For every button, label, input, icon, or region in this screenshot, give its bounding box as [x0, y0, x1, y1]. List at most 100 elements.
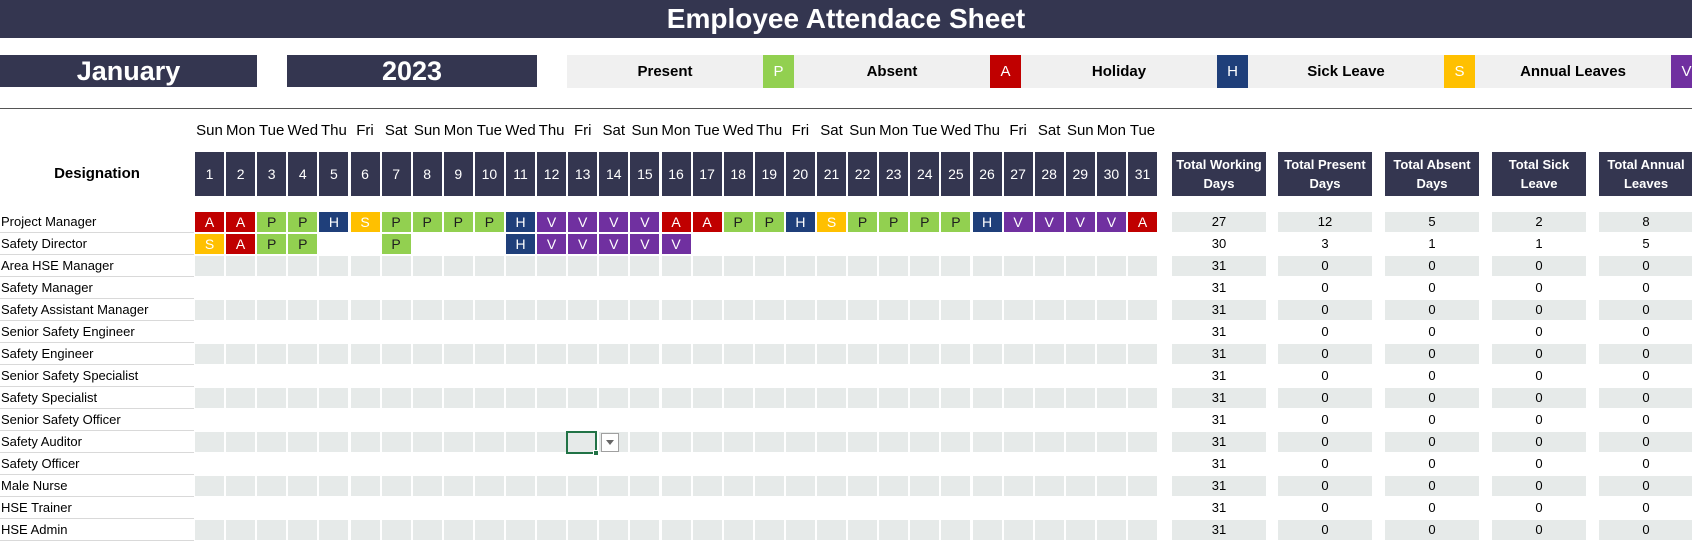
attendance-cell[interactable] [506, 432, 535, 452]
attendance-cell[interactable] [693, 234, 722, 254]
attendance-cell[interactable] [319, 344, 349, 364]
attendance-cell[interactable] [754, 300, 784, 320]
attendance-cell[interactable]: P [288, 212, 318, 232]
attendance-cell[interactable]: V [1096, 212, 1126, 232]
attendance-cell[interactable]: A [226, 212, 256, 232]
attendance-cell[interactable] [661, 520, 691, 540]
attendance-cell[interactable] [630, 344, 660, 364]
attendance-cell[interactable] [1096, 520, 1126, 540]
attendance-cell[interactable] [1066, 322, 1095, 342]
attendance-cell[interactable] [381, 388, 411, 408]
attendance-cell[interactable] [723, 520, 753, 540]
attendance-cell[interactable] [568, 498, 597, 518]
attendance-cell[interactable] [1003, 520, 1033, 540]
attendance-cell[interactable] [257, 344, 287, 364]
attendance-cell[interactable] [226, 410, 255, 430]
attendance-cell[interactable] [599, 322, 628, 342]
attendance-cell[interactable] [474, 388, 504, 408]
attendance-cell[interactable] [786, 278, 815, 298]
attendance-cell[interactable] [444, 278, 473, 298]
attendance-cell[interactable] [319, 366, 348, 386]
attendance-cell[interactable] [848, 234, 877, 254]
attendance-cell[interactable] [568, 366, 597, 386]
attendance-cell[interactable] [381, 300, 411, 320]
attendance-cell[interactable] [692, 388, 722, 408]
attendance-cell[interactable] [973, 278, 1002, 298]
attendance-cell[interactable]: H [972, 212, 1002, 232]
attendance-cell[interactable] [475, 234, 504, 254]
attendance-cell[interactable] [630, 454, 659, 474]
attendance-cell[interactable] [1035, 410, 1064, 430]
attendance-cell[interactable] [879, 476, 909, 496]
attendance-cell[interactable] [941, 498, 970, 518]
attendance-cell[interactable] [630, 366, 659, 386]
attendance-cell[interactable] [941, 256, 971, 276]
attendance-cell[interactable] [288, 344, 318, 364]
attendance-cell[interactable] [817, 322, 846, 342]
attendance-cell[interactable] [351, 498, 380, 518]
attendance-cell[interactable]: V [630, 234, 660, 254]
attendance-cell[interactable] [941, 300, 971, 320]
attendance-cell[interactable] [754, 388, 784, 408]
attendance-cell[interactable] [755, 366, 784, 386]
attendance-cell[interactable] [288, 278, 317, 298]
attendance-cell[interactable] [1128, 322, 1157, 342]
attendance-cell[interactable] [1096, 432, 1126, 452]
attendance-cell[interactable] [910, 344, 940, 364]
attendance-cell[interactable] [910, 278, 939, 298]
attendance-cell[interactable] [413, 234, 442, 254]
attendance-cell[interactable] [1065, 388, 1095, 408]
attendance-cell[interactable] [879, 498, 908, 518]
attendance-cell[interactable] [723, 388, 753, 408]
attendance-cell[interactable] [972, 476, 1002, 496]
attendance-cell[interactable] [599, 256, 629, 276]
attendance-cell[interactable] [382, 366, 411, 386]
attendance-cell[interactable] [1128, 344, 1157, 364]
attendance-cell[interactable] [288, 410, 317, 430]
attendance-cell[interactable] [599, 498, 628, 518]
attendance-cell[interactable] [817, 234, 846, 254]
attendance-cell[interactable] [599, 278, 628, 298]
attendance-cell[interactable] [351, 410, 380, 430]
attendance-cell[interactable] [1096, 476, 1126, 496]
attendance-cell[interactable] [226, 432, 256, 452]
attendance-cell[interactable]: S [195, 234, 224, 254]
attendance-cell[interactable]: V [1034, 212, 1064, 232]
attendance-cell[interactable] [661, 432, 691, 452]
attendance-cell[interactable] [443, 300, 473, 320]
attendance-cell[interactable] [444, 454, 473, 474]
attendance-cell[interactable] [381, 520, 411, 540]
attendance-cell[interactable] [257, 366, 286, 386]
attendance-cell[interactable] [910, 498, 939, 518]
attendance-cell[interactable] [879, 234, 908, 254]
attendance-cell[interactable] [972, 344, 1002, 364]
attendance-cell[interactable] [630, 410, 659, 430]
attendance-cell[interactable] [382, 498, 411, 518]
attendance-cell[interactable] [1097, 498, 1126, 518]
attendance-cell[interactable]: P [443, 212, 473, 232]
attendance-cell[interactable] [599, 454, 628, 474]
attendance-cell[interactable] [350, 432, 380, 452]
attendance-cell[interactable] [1128, 476, 1157, 496]
attendance-cell[interactable] [661, 476, 691, 496]
attendance-cell[interactable] [506, 300, 535, 320]
attendance-cell[interactable] [879, 454, 908, 474]
attendance-cell[interactable] [817, 454, 846, 474]
attendance-cell[interactable] [506, 256, 535, 276]
attendance-cell[interactable]: P [412, 212, 442, 232]
attendance-cell[interactable] [848, 498, 877, 518]
attendance-cell[interactable] [412, 520, 442, 540]
attendance-cell[interactable] [1128, 256, 1157, 276]
attendance-cell[interactable] [537, 498, 566, 518]
attendance-cell[interactable] [692, 256, 722, 276]
attendance-cell[interactable] [257, 498, 286, 518]
attendance-cell[interactable] [412, 256, 442, 276]
attendance-cell[interactable] [1066, 234, 1095, 254]
attendance-cell[interactable] [226, 520, 256, 540]
attendance-cell[interactable] [1004, 498, 1033, 518]
attendance-cell[interactable] [817, 278, 846, 298]
attendance-cell[interactable] [319, 520, 349, 540]
attendance-cell[interactable] [226, 454, 255, 474]
attendance-cell[interactable] [848, 388, 878, 408]
attendance-cell[interactable] [226, 366, 255, 386]
